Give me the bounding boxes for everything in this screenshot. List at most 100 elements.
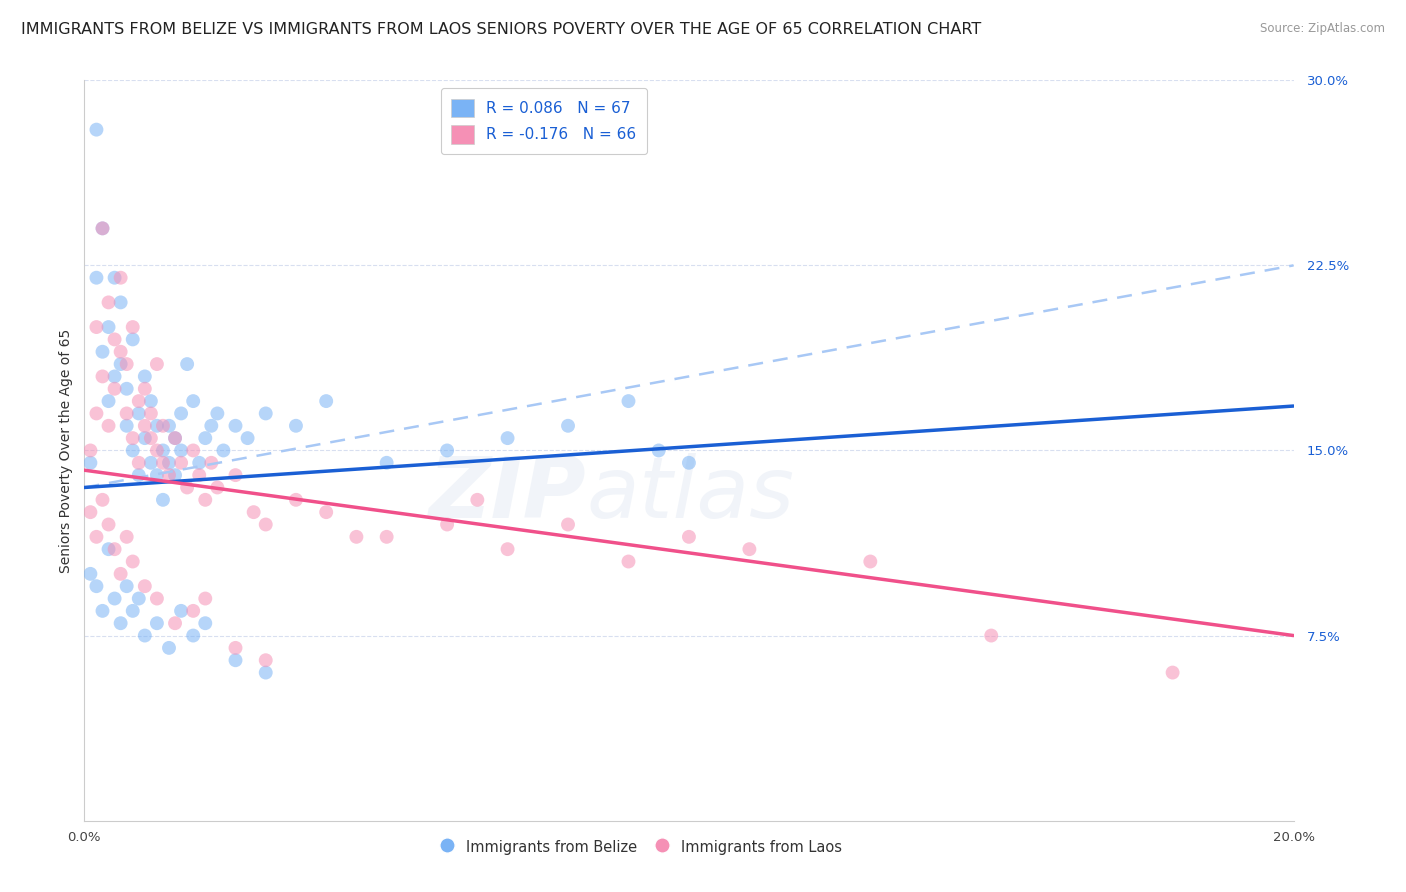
Point — [134, 369, 156, 384]
Point — [212, 443, 235, 458]
Point — [91, 221, 114, 235]
Point — [496, 431, 519, 445]
Point — [194, 431, 217, 445]
Point — [115, 357, 138, 371]
Point — [170, 407, 193, 421]
Point — [121, 332, 143, 346]
Point — [104, 369, 127, 384]
Point — [86, 320, 108, 334]
Point — [157, 418, 180, 433]
Point — [139, 407, 162, 421]
Point — [181, 443, 204, 458]
Point — [79, 505, 101, 519]
Point — [188, 468, 211, 483]
Point — [121, 604, 143, 618]
Text: Source: ZipAtlas.com: Source: ZipAtlas.com — [1260, 22, 1385, 36]
Point — [104, 542, 127, 557]
Point — [157, 456, 180, 470]
Point — [157, 640, 180, 655]
Text: atlas: atlas — [586, 453, 794, 536]
Point — [496, 542, 519, 557]
Point — [86, 270, 108, 285]
Point — [557, 517, 579, 532]
Point — [79, 443, 101, 458]
Point — [315, 505, 337, 519]
Point — [467, 492, 489, 507]
Point — [152, 492, 174, 507]
Point — [104, 270, 127, 285]
Point — [121, 555, 143, 569]
Point — [225, 653, 247, 667]
Point — [254, 517, 277, 532]
Point — [194, 492, 217, 507]
Point — [79, 456, 101, 470]
Point — [170, 604, 193, 618]
Point — [285, 418, 308, 433]
Point — [128, 456, 150, 470]
Point — [134, 628, 156, 642]
Point — [115, 579, 138, 593]
Point — [170, 443, 193, 458]
Point — [110, 344, 132, 359]
Point — [165, 431, 187, 445]
Point — [242, 505, 264, 519]
Point — [97, 517, 120, 532]
Point — [236, 431, 259, 445]
Point — [254, 407, 277, 421]
Point — [225, 468, 247, 483]
Point — [86, 579, 108, 593]
Point — [225, 418, 247, 433]
Point — [152, 456, 174, 470]
Point — [97, 295, 120, 310]
Point — [104, 382, 127, 396]
Point — [181, 628, 204, 642]
Point — [436, 517, 458, 532]
Point — [97, 394, 120, 409]
Point — [128, 591, 150, 606]
Point — [181, 394, 204, 409]
Point — [110, 295, 132, 310]
Point — [207, 407, 229, 421]
Point — [97, 542, 120, 557]
Point — [157, 468, 180, 483]
Point — [315, 394, 337, 409]
Point — [86, 407, 108, 421]
Point — [110, 616, 132, 631]
Point — [146, 616, 169, 631]
Point — [146, 591, 169, 606]
Point — [678, 456, 700, 470]
Point — [134, 431, 156, 445]
Point — [200, 418, 222, 433]
Point — [617, 555, 640, 569]
Point — [110, 270, 132, 285]
Point — [207, 480, 229, 494]
Point — [194, 591, 217, 606]
Point — [346, 530, 368, 544]
Point — [146, 468, 169, 483]
Point — [91, 369, 114, 384]
Point — [91, 344, 114, 359]
Point — [128, 394, 150, 409]
Point — [91, 604, 114, 618]
Point — [91, 492, 114, 507]
Point — [648, 443, 671, 458]
Point — [110, 357, 132, 371]
Point — [115, 407, 138, 421]
Text: ZIP: ZIP — [429, 453, 586, 536]
Point — [285, 492, 308, 507]
Point — [146, 443, 169, 458]
Point — [79, 566, 101, 581]
Point — [110, 566, 132, 581]
Point — [134, 418, 156, 433]
Point — [678, 530, 700, 544]
Point — [176, 357, 198, 371]
Point — [557, 418, 579, 433]
Point — [254, 665, 277, 680]
Point — [165, 431, 187, 445]
Point — [738, 542, 761, 557]
Point — [165, 616, 187, 631]
Point — [375, 456, 398, 470]
Point — [86, 530, 108, 544]
Y-axis label: Seniors Poverty Over the Age of 65: Seniors Poverty Over the Age of 65 — [59, 328, 73, 573]
Point — [128, 468, 150, 483]
